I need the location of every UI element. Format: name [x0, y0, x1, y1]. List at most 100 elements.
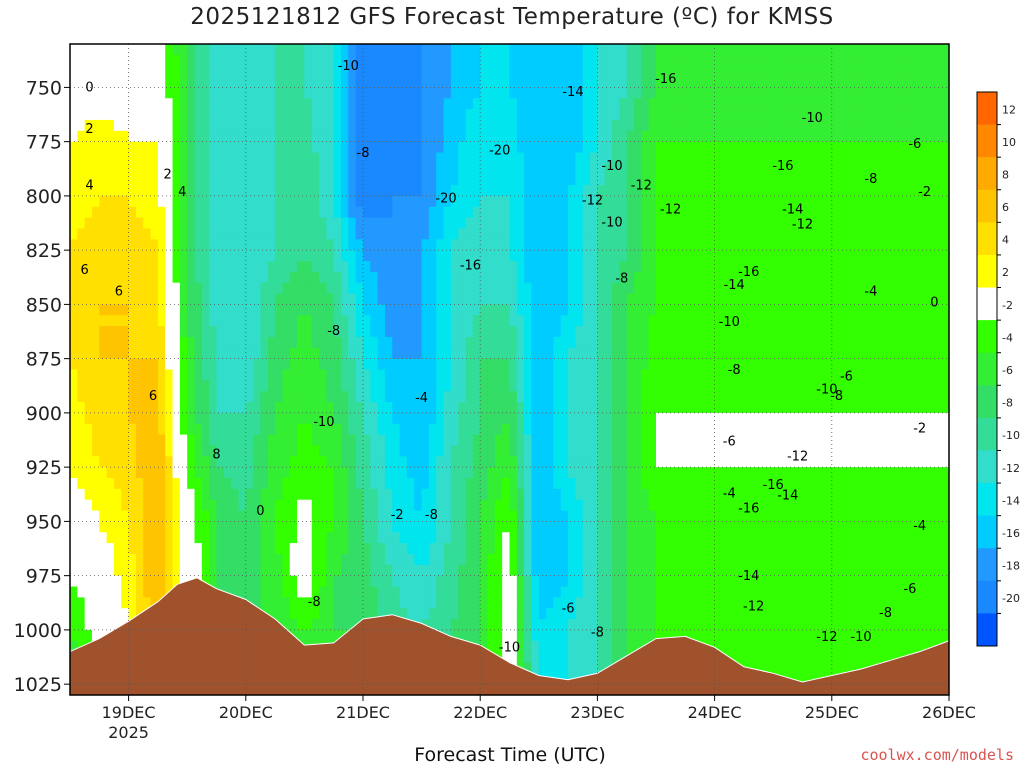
heatmap-cell [619, 87, 628, 99]
heatmap-cell [656, 380, 664, 392]
heatmap-cell [223, 499, 232, 512]
heatmap-cell [582, 174, 591, 186]
heatmap-cell [450, 119, 459, 132]
heatmap-cell [656, 347, 664, 360]
heatmap-cell [348, 619, 357, 631]
heatmap-cell [428, 412, 437, 425]
heatmap-cell [604, 521, 613, 533]
heatmap-cell [282, 293, 291, 305]
heatmap-cell [546, 65, 555, 78]
heatmap-cell [326, 575, 335, 588]
heatmap-cell [392, 130, 401, 143]
heatmap-cell [538, 391, 547, 403]
heatmap-cell [450, 54, 459, 67]
heatmap-cell [428, 358, 437, 371]
heatmap-cell [560, 304, 569, 316]
heatmap-cell [157, 152, 166, 164]
heatmap-cell [509, 499, 518, 512]
heatmap-cell [560, 597, 569, 609]
heatmap-cell [245, 553, 254, 566]
heatmap-cell [399, 282, 408, 295]
heatmap-cell [590, 163, 598, 175]
heatmap-cell [70, 380, 78, 392]
heatmap-cell [553, 640, 562, 653]
heatmap-cell [223, 326, 232, 338]
heatmap-cell [421, 586, 430, 598]
heatmap-cell [524, 445, 533, 457]
heatmap-cell [656, 87, 664, 99]
heatmap-cell [443, 532, 452, 544]
heatmap-cell [399, 543, 408, 555]
heatmap-cell [99, 586, 108, 598]
heatmap-cell [260, 163, 269, 175]
heatmap-cell [187, 44, 196, 56]
heatmap-cell [509, 391, 518, 403]
heatmap-cell [443, 543, 452, 555]
heatmap-cell [590, 282, 598, 295]
heatmap-cell [604, 293, 613, 305]
heatmap-cell [524, 499, 533, 512]
heatmap-cell [194, 445, 203, 457]
heatmap-cell [406, 434, 415, 447]
heatmap-cell [165, 195, 174, 208]
heatmap-cell [531, 261, 540, 273]
heatmap-cell [597, 54, 606, 67]
heatmap-cell [201, 391, 210, 403]
heatmap-cell [245, 412, 254, 425]
heatmap-cell [333, 326, 342, 338]
heatmap-cell [502, 141, 511, 154]
heatmap-cell [509, 575, 518, 588]
heatmap-cell [656, 391, 664, 403]
heatmap-cell [553, 532, 562, 544]
heatmap-cell [487, 619, 496, 631]
heatmap-cell [472, 575, 481, 588]
heatmap-cell [421, 119, 430, 132]
heatmap-cell [663, 619, 672, 631]
heatmap-cell [494, 326, 503, 338]
heatmap-cell [216, 239, 225, 251]
heatmap-cell [494, 564, 503, 577]
heatmap-cell [670, 54, 679, 67]
heatmap-cell [494, 456, 503, 468]
heatmap-cell [494, 195, 503, 208]
heatmap-cell [524, 76, 533, 88]
heatmap-cell [553, 109, 562, 121]
heatmap-cell [597, 575, 606, 588]
heatmap-cell [128, 293, 137, 305]
heatmap-cell [612, 54, 620, 67]
heatmap-cell [560, 98, 569, 110]
heatmap-cell [179, 532, 188, 544]
heatmap-cell [465, 239, 474, 251]
heatmap-cell [480, 271, 489, 284]
heatmap-cell [121, 434, 130, 447]
heatmap-cell [238, 532, 247, 544]
heatmap-cell [428, 347, 437, 360]
heatmap-cell [472, 456, 481, 468]
heatmap-cell [670, 119, 679, 132]
heatmap-cell [84, 336, 93, 349]
heatmap-cell [326, 261, 335, 273]
heatmap-cell [231, 521, 240, 533]
heatmap-cell [384, 44, 393, 56]
heatmap-cell [546, 185, 555, 197]
heatmap-cell [494, 423, 503, 436]
heatmap-cell [656, 412, 664, 425]
heatmap-cell [355, 261, 364, 273]
heatmap-cell [626, 402, 635, 414]
heatmap-cell [465, 130, 474, 143]
heatmap-cell [333, 174, 342, 186]
heatmap-cell [187, 217, 196, 230]
heatmap-cell [216, 369, 225, 381]
heatmap-cell [487, 608, 496, 620]
heatmap-cell [531, 608, 540, 620]
heatmap-cell [121, 206, 130, 219]
heatmap-cell [231, 54, 240, 67]
heatmap-cell [297, 456, 305, 468]
heatmap-cell [560, 109, 569, 121]
heatmap-cell [194, 141, 203, 154]
heatmap-cell [575, 423, 584, 436]
heatmap-cell [223, 510, 232, 522]
heatmap-cell [194, 174, 203, 186]
heatmap-cell [414, 586, 423, 598]
heatmap-cell [443, 434, 452, 447]
